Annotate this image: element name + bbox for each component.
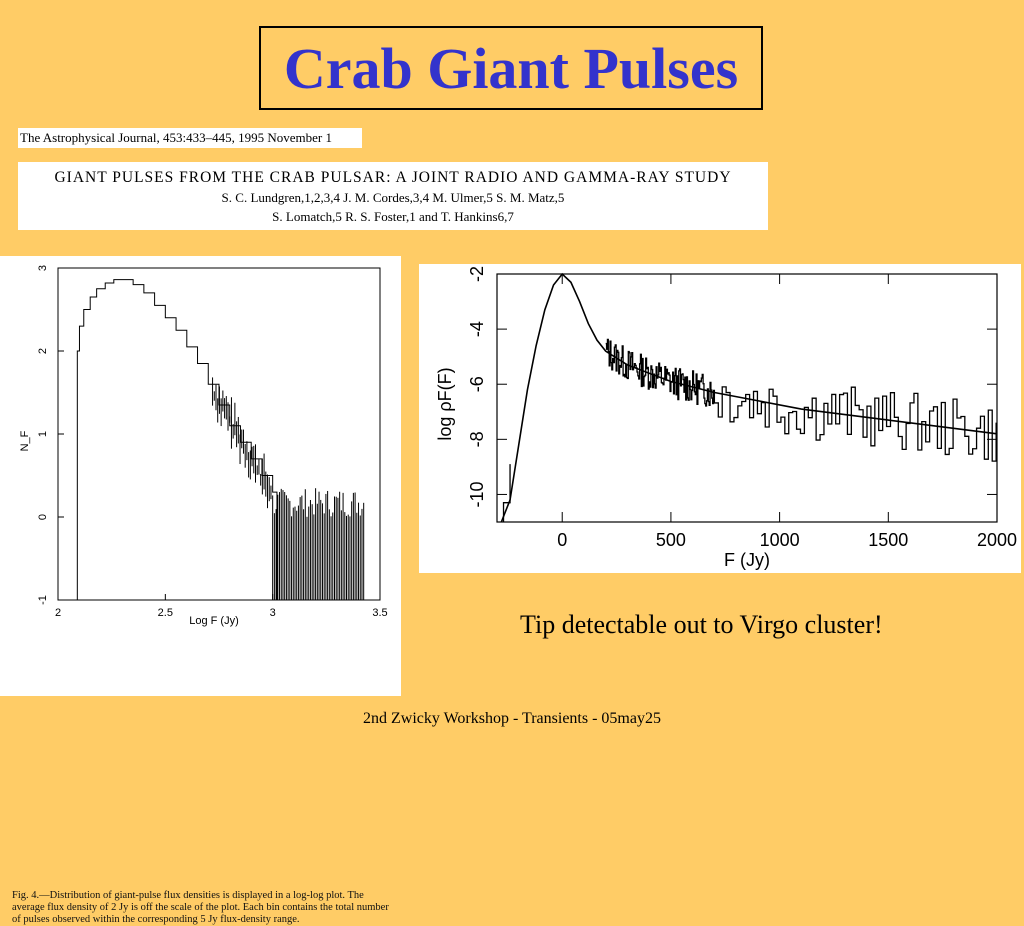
distribution-chart: 0 500 1000 1500 2000 -2 -4 -6 -8 -10 F (Jy) log ρ… [435, 266, 1017, 570]
x-tick-label: 1000 [760, 530, 800, 550]
histogram-chart: 2 2.5 3 3.5 -1 0 1 2 3 Log F (Jy) N_F [19, 265, 388, 627]
plot-frame [496, 273, 998, 523]
figure-left-panel: 2 2.5 3 3.5 -1 0 1 2 3 Log F (Jy) N_F Fig. 4.—Di… [0, 256, 401, 925]
y-tick-label: 1 [37, 431, 49, 437]
plot-frame [57, 267, 381, 601]
x-tick-label: 1500 [868, 530, 908, 550]
tagline: Tip detectable out to Virgo cluster! [520, 610, 883, 639]
x-tick-label: 2000 [977, 530, 1017, 550]
journal-citation: The Astrophysical Journal, 453:433–445, … [18, 128, 362, 148]
y-tick-label: -6 [467, 376, 487, 392]
slide-title: Crab Giant Pulses [283, 35, 739, 101]
paper-authors-line-1: S. C. Lundgren,1,2,3,4 J. M. Cordes,3,4 … [221, 190, 565, 205]
model-curve [500, 272, 998, 523]
paper-authors-line-2: S. Lomatch,5 R. S. Foster,1 and T. Hanki… [272, 209, 514, 224]
y-axis-label: log ρF(F) [435, 367, 455, 440]
y-tick-label: -2 [467, 266, 487, 282]
figure-right-panel: 0 500 1000 1500 2000 -2 -4 -6 -8 -10 F (Jy) log ρ… [419, 264, 1021, 573]
x-tick-label: 3.5 [372, 607, 387, 619]
x-tick-label: 2 [55, 607, 61, 619]
figure-caption: Fig. 4.—Distribution of giant-pulse flux… [12, 890, 389, 925]
x-tick-label: 500 [656, 530, 686, 550]
x-axis-label: Log F (Jy) [189, 615, 239, 627]
y-tick-label: 3 [37, 265, 49, 271]
y-tick-label: 2 [37, 348, 49, 354]
paper-title: GIANT PULSES FROM THE CRAB PULSAR: A JOI… [54, 169, 732, 186]
y-axis-label: N_F [19, 430, 31, 451]
measured-histogram [502, 338, 997, 522]
y-tick-label: -8 [467, 431, 487, 447]
x-tick-label: 0 [557, 530, 567, 550]
paper-header: GIANT PULSES FROM THE CRAB PULSAR: A JOI… [18, 162, 768, 230]
y-tick-label: 0 [37, 514, 49, 520]
x-axis-label: F (Jy) [724, 550, 770, 570]
x-tick-label: 2.5 [158, 607, 173, 619]
y-tick-label: -4 [467, 321, 487, 337]
histogram-envelope [73, 279, 278, 601]
y-tick-label: -1 [37, 595, 49, 605]
x-tick-label: 3 [270, 607, 276, 619]
footer: 2nd Zwicky Workshop - Transients - 05may… [363, 710, 661, 727]
y-tick-label: -10 [467, 481, 487, 507]
title-box: Crab Giant Pulses [259, 26, 763, 110]
